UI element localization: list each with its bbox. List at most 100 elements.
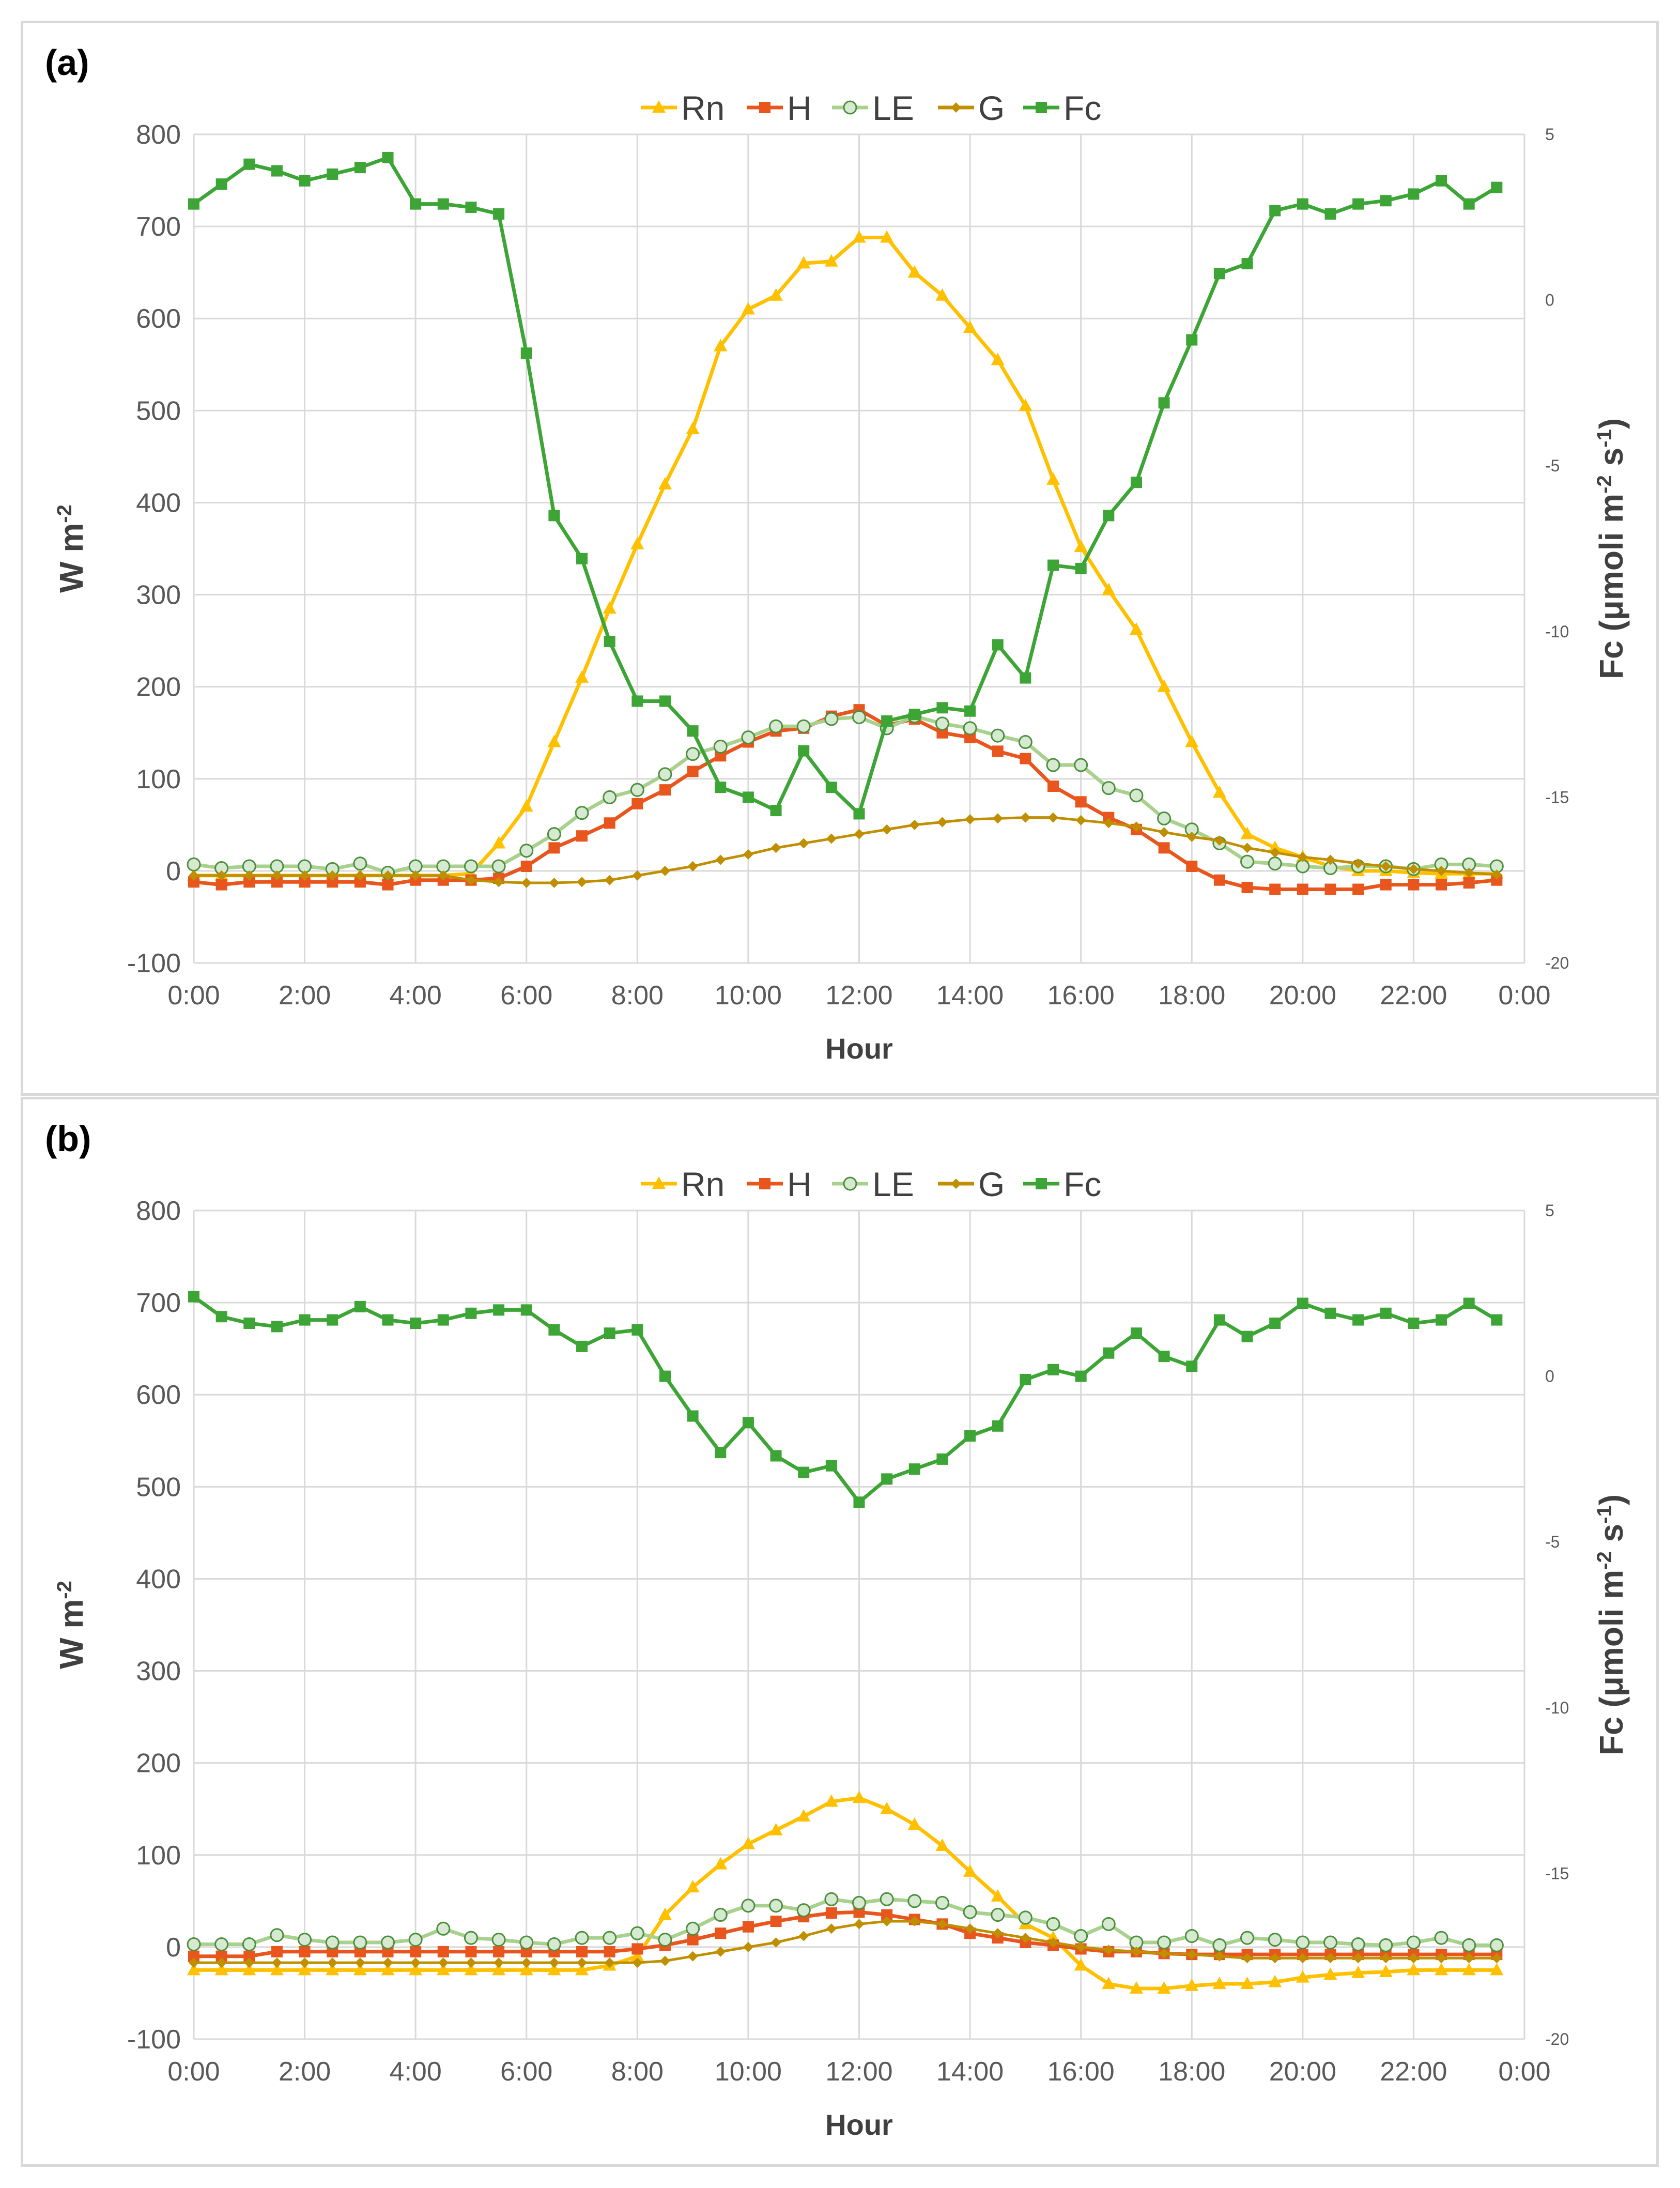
data-point-g xyxy=(1103,1945,1114,1955)
data-point-le xyxy=(1489,1938,1504,1952)
data-point-rn xyxy=(630,1949,644,1962)
data-point-h xyxy=(299,1946,311,1957)
data-point-le xyxy=(381,1935,395,1950)
x-axis-title: Hour xyxy=(825,2108,893,2141)
data-point-rn xyxy=(797,256,811,269)
data-point-le xyxy=(1268,856,1282,871)
data-point-le xyxy=(1268,1933,1282,1947)
data-point-fc xyxy=(1491,181,1503,193)
data-point-le xyxy=(1101,781,1116,795)
data-point-rn xyxy=(187,1963,201,1976)
data-point-g xyxy=(1048,1937,1059,1948)
data-point-le xyxy=(741,730,756,745)
y-right-tick-label: -5 xyxy=(1545,456,1560,475)
data-point-h xyxy=(493,1946,505,1957)
legend-marker xyxy=(1036,1178,1047,1189)
data-point-fc xyxy=(1075,562,1087,574)
data-point-g xyxy=(466,875,476,885)
data-point-fc xyxy=(798,1466,810,1478)
data-point-le xyxy=(491,1933,506,1947)
data-point-rn xyxy=(1102,1977,1116,1990)
data-point-g xyxy=(1186,1949,1197,1960)
series-line-fc xyxy=(192,1295,1498,1504)
data-point-g xyxy=(1353,1953,1364,1964)
x-tick-label: 12:00 xyxy=(825,981,892,1011)
data-point-g xyxy=(216,870,227,881)
data-point-fc xyxy=(1324,1307,1336,1319)
data-point-h xyxy=(548,842,560,854)
data-point-g xyxy=(715,1946,726,1957)
data-point-fc xyxy=(825,1460,837,1472)
data-point-le xyxy=(991,1908,1005,1922)
data-point-h xyxy=(243,876,255,888)
x-tick-label: 8:00 xyxy=(611,2057,664,2087)
data-point-le xyxy=(630,1926,644,1940)
y-left-tick-label: 800 xyxy=(136,120,181,150)
data-point-fc xyxy=(327,168,338,180)
data-point-fc xyxy=(964,1430,976,1442)
data-point-h xyxy=(687,766,699,777)
data-point-rn xyxy=(769,288,783,301)
legend-item-le: LE xyxy=(832,1165,914,1203)
data-point-rn xyxy=(492,1963,506,1976)
data-point-le xyxy=(325,1935,340,1950)
data-point-fc xyxy=(742,791,754,803)
data-point-fc xyxy=(520,1304,532,1316)
data-point-h xyxy=(1047,781,1059,792)
data-point-rn xyxy=(298,1963,312,1976)
data-point-h xyxy=(1075,796,1087,808)
data-point-le xyxy=(575,1931,589,1945)
data-point-le xyxy=(880,1892,894,1906)
data-point-fc xyxy=(1436,175,1447,187)
data-point-h xyxy=(271,1946,283,1957)
x-tick-label: 6:00 xyxy=(500,981,552,1011)
data-point-fc xyxy=(465,202,477,213)
data-point-le xyxy=(658,1933,672,1947)
data-point-le xyxy=(935,716,949,731)
y-left-tick-label: 0 xyxy=(166,856,181,886)
series-line-fc xyxy=(192,156,1498,816)
data-point-le xyxy=(298,1933,312,1947)
data-point-g xyxy=(826,833,837,844)
data-point-fc xyxy=(1047,559,1059,571)
legend-marker xyxy=(951,1179,961,1189)
y-right-tick-label: -15 xyxy=(1545,1864,1569,1883)
y-left-tick-label: 700 xyxy=(136,1288,181,1318)
y-left-tick-label: 500 xyxy=(136,1472,181,1502)
data-point-rn xyxy=(630,537,644,549)
data-point-fc xyxy=(1297,198,1308,210)
data-point-fc xyxy=(1158,397,1170,409)
x-tick-label: 2:00 xyxy=(279,2057,331,2087)
legend-label: H xyxy=(787,1165,812,1203)
data-point-rn xyxy=(797,1809,811,1822)
data-point-rn xyxy=(1212,785,1226,798)
x-tick-label: 20:00 xyxy=(1269,2057,1336,2087)
x-tick-label: 18:00 xyxy=(1158,2057,1225,2087)
data-point-g xyxy=(687,1951,698,1962)
data-point-fc xyxy=(354,162,366,174)
legend-label: Fc xyxy=(1064,1165,1101,1203)
data-point-g xyxy=(1020,812,1031,823)
data-point-rn xyxy=(519,1963,533,1976)
legend-item-h: H xyxy=(747,89,812,127)
data-point-le xyxy=(575,806,589,820)
data-point-g xyxy=(355,870,365,881)
data-point-fc xyxy=(853,1496,865,1508)
data-point-fc xyxy=(687,1410,699,1422)
data-point-h xyxy=(1158,842,1170,854)
data-point-g xyxy=(854,829,865,839)
data-point-rn xyxy=(547,1963,561,1976)
y-left-tick-label: 500 xyxy=(136,396,181,426)
data-point-g xyxy=(1297,852,1308,863)
data-point-le xyxy=(1351,1937,1365,1952)
data-point-g xyxy=(770,843,781,853)
data-point-rn xyxy=(907,1817,921,1830)
data-point-rn xyxy=(963,1864,977,1877)
data-point-rn xyxy=(658,477,672,489)
data-point-rn xyxy=(1296,1970,1309,1983)
data-point-fc xyxy=(992,639,1004,651)
data-point-fc xyxy=(604,1327,615,1339)
data-point-g xyxy=(1214,1951,1225,1962)
data-point-rn xyxy=(714,339,728,351)
data-point-fc xyxy=(631,695,643,707)
